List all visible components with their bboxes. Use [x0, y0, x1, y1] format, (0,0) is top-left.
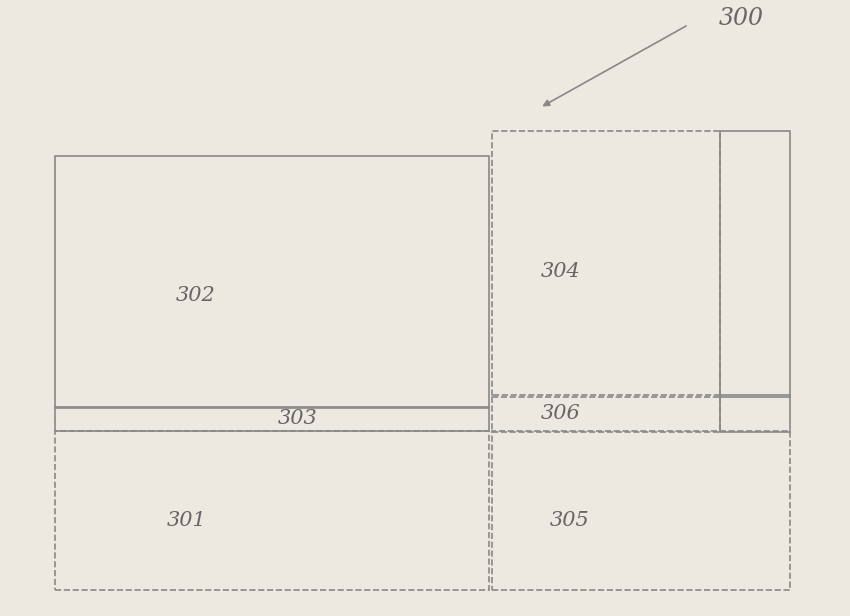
Bar — [55, 431, 489, 590]
Bar — [55, 407, 489, 431]
Bar — [492, 395, 720, 432]
Bar — [720, 395, 790, 432]
Text: 306: 306 — [541, 405, 581, 423]
Text: 303: 303 — [278, 410, 317, 428]
Text: 304: 304 — [541, 262, 581, 280]
Bar — [55, 156, 489, 408]
Bar — [492, 431, 790, 590]
Text: 301: 301 — [167, 511, 207, 530]
Text: 305: 305 — [550, 511, 589, 530]
Bar — [720, 131, 790, 397]
Bar — [492, 131, 720, 397]
Text: 300: 300 — [718, 7, 763, 30]
Text: 302: 302 — [176, 286, 215, 305]
